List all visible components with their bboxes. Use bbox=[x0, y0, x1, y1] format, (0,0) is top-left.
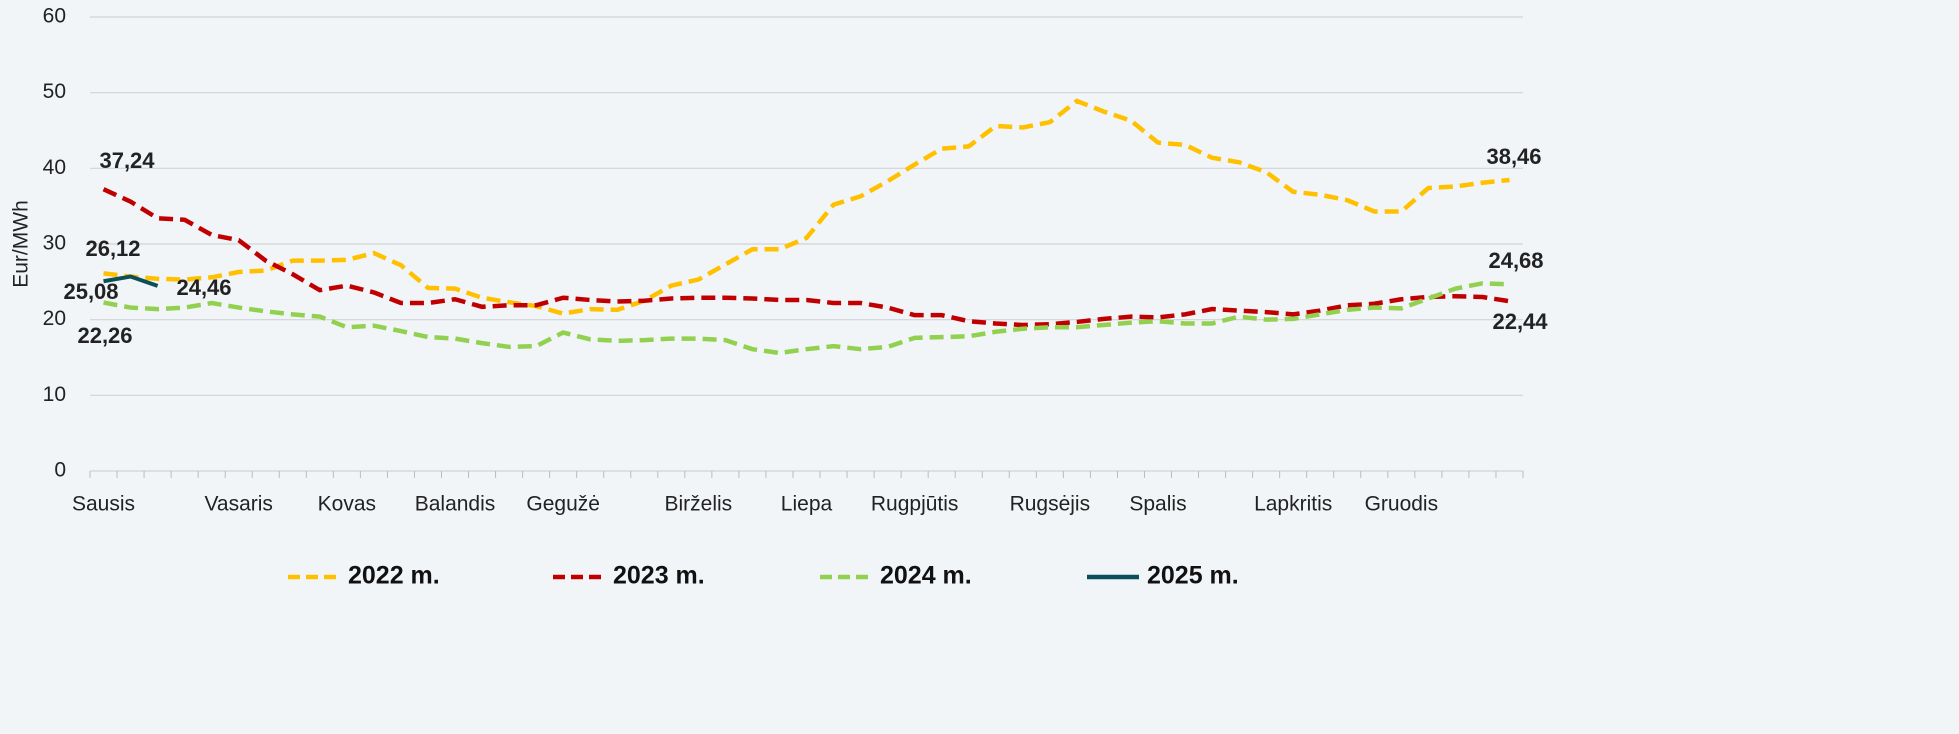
data-label: 26,12 bbox=[85, 236, 140, 261]
x-tick-label: Kovas bbox=[318, 493, 376, 516]
legend-label: 2024 m. bbox=[880, 562, 972, 590]
x-tick-label: Gruodis bbox=[1365, 493, 1439, 516]
series-line bbox=[102, 187, 1510, 328]
data-label: 38,46 bbox=[1486, 144, 1541, 169]
y-tick-label: 40 bbox=[43, 156, 66, 179]
x-tick-label: Gegužė bbox=[526, 493, 600, 516]
legend-label: 2025 m. bbox=[1147, 562, 1239, 590]
series-line bbox=[103, 98, 1510, 316]
legend-label: 2023 m. bbox=[613, 562, 705, 590]
y-axis-label: Eur/MWh bbox=[10, 200, 33, 288]
legend-label: 2022 m. bbox=[348, 562, 440, 590]
x-tick-label: Spalis bbox=[1129, 493, 1186, 516]
series-line bbox=[103, 281, 1510, 356]
y-tick-label: 50 bbox=[43, 80, 66, 103]
data-label: 24,46 bbox=[176, 275, 231, 300]
data-label: 37,24 bbox=[99, 148, 155, 173]
data-label: 22,26 bbox=[77, 323, 132, 348]
data-label: 25,08 bbox=[63, 279, 118, 304]
y-tick-label: 60 bbox=[43, 5, 66, 28]
x-tick-label: Balandis bbox=[415, 493, 496, 516]
x-tick-label: Sausis bbox=[72, 493, 135, 516]
x-tick-label: Rugsėjis bbox=[1010, 493, 1091, 516]
data-label: 24,68 bbox=[1488, 248, 1543, 273]
x-tick-label: Lapkritis bbox=[1254, 493, 1332, 516]
x-tick-label: Rugpjūtis bbox=[871, 493, 959, 516]
x-tick-label: Birželis bbox=[665, 493, 733, 516]
data-label: 22,44 bbox=[1492, 309, 1548, 334]
x-tick-label: Liepa bbox=[781, 493, 833, 516]
y-tick-label: 10 bbox=[43, 383, 66, 406]
y-tick-label: 0 bbox=[54, 459, 66, 482]
x-tick-label: Vasaris bbox=[204, 493, 272, 516]
y-tick-label: 20 bbox=[43, 307, 66, 330]
series-line bbox=[103, 274, 159, 288]
y-tick-label: 30 bbox=[43, 232, 66, 255]
